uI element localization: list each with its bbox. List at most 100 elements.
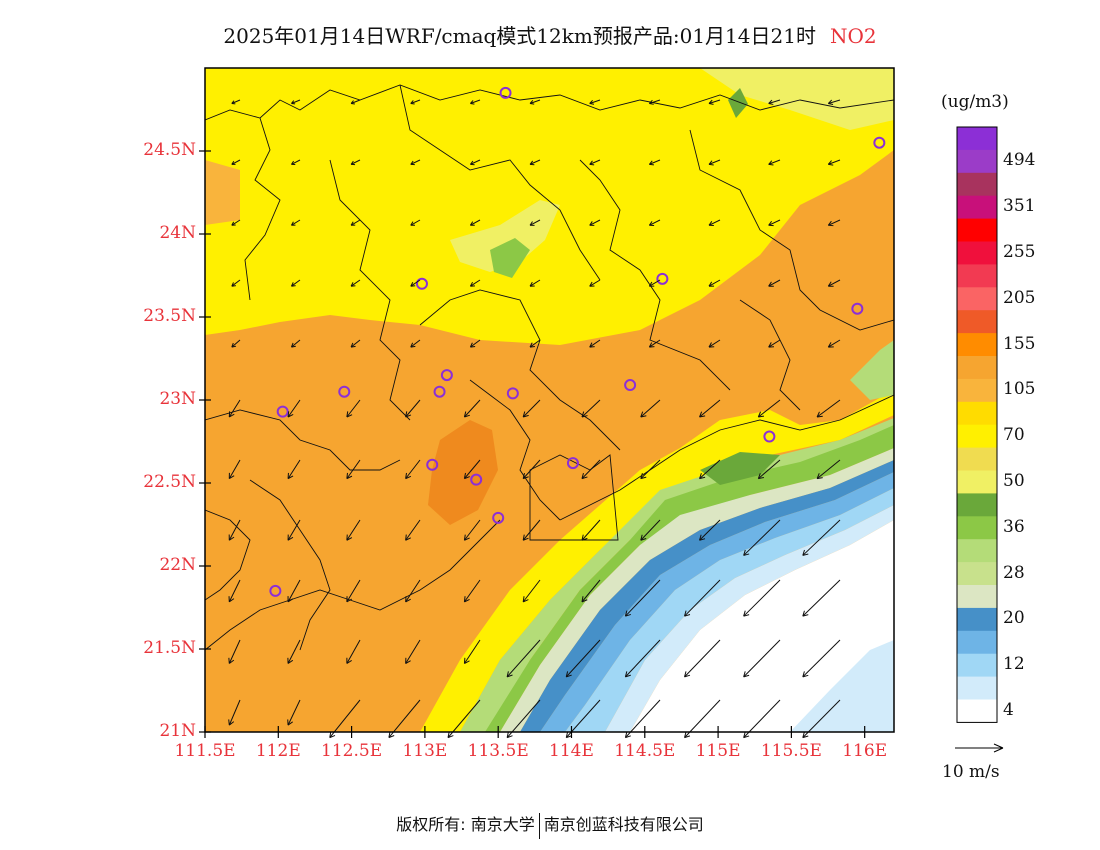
y-tick-label: 21N [159,721,196,741]
legend-swatch [957,447,997,471]
wind-arrow [346,579,361,603]
wind-arrow [346,459,361,480]
legend-swatch [957,401,997,426]
pale-blue-band [605,505,894,732]
wind-arrow [743,519,781,556]
wind-arrow [231,219,241,226]
wind-arrow [410,339,421,348]
wind-arrow [231,99,241,105]
wind-arrow [522,399,541,418]
legend-label: 50 [1003,470,1025,491]
wind-scale-arrow [955,743,1004,753]
x-tick-label: 115.5E [760,741,822,761]
station-marker [492,511,505,524]
wind-arrow [228,639,241,664]
y-tick-label: 22N [159,555,196,575]
legend-swatch [957,424,997,449]
green-patch-center [490,238,530,278]
station-marker [269,584,282,597]
credits-divider [538,812,540,839]
wind-arrow [405,579,421,603]
wind-arrow [640,459,661,480]
mid-blue-band [540,472,894,732]
wind-arrow [684,639,721,678]
wind-arrow [640,519,661,541]
wind-arrow [589,279,601,287]
legend-label: 351 [1003,196,1036,217]
wind-arrow [470,159,481,166]
legend-swatch [957,607,997,632]
legend-label: 255 [1003,241,1036,262]
credits-left: 版权所有: 南京大学 [396,815,535,834]
wind-arrow [648,339,661,348]
wind-arrow [581,459,601,480]
wind-arrow [350,159,361,166]
wind-arrow [290,279,301,287]
legend-swatch [957,630,997,655]
wind-arrow [529,159,541,166]
monitoring-stations [269,86,886,597]
station-marker [566,457,579,470]
wind-arrow [350,279,361,287]
wind-arrow [405,519,421,541]
wind-arrow [529,279,541,287]
wind-arrow [743,639,781,678]
wind-arrow [350,99,361,105]
legend-label: 70 [1003,425,1025,446]
legend-swatch [957,264,997,288]
yellow-zone-coast [420,390,894,732]
wind-arrow [648,159,661,166]
wind-arrow [469,219,481,226]
legend-label: 28 [1003,562,1025,583]
wind-arrow [684,579,721,617]
y-tick-label: 24N [159,223,196,243]
legend-swatch [957,172,997,197]
station-marker [873,136,886,149]
legend-swatch [957,149,997,174]
green-patch-east [850,340,894,400]
station-marker [415,277,428,290]
wind-arrow [463,519,481,541]
wind-arrow [291,219,301,226]
legend-swatch [957,653,997,678]
wind-arrow [768,99,781,105]
legend-label: 12 [1003,654,1025,675]
wind-arrow [589,339,601,348]
legend-swatch [957,493,997,517]
wind-arrow [463,459,481,480]
legend-swatch [957,378,997,403]
wind-arrow [802,519,841,556]
credits-right: 南京创蓝科技有限公司 [543,815,704,834]
wind-arrow [768,279,781,287]
wind-arrow [589,99,601,105]
wind-arrow [529,339,541,348]
wind-arrow [228,459,241,480]
wind-arrow [648,279,661,287]
legend-label: 36 [1003,516,1025,537]
wind-arrow [463,639,481,664]
orange-zone-west [205,160,240,225]
wind-arrow [290,339,301,348]
light-blue-band [565,488,894,732]
station-marker [763,430,776,443]
wind-arrow [287,459,301,480]
station-marker [624,379,637,392]
x-tick-label: 116E [842,741,888,761]
y-tick-label: 24.5N [143,140,196,160]
wind-arrow [699,399,721,418]
wind-arrow [708,339,721,348]
wind-arrow [470,99,481,105]
x-tick-label: 114.5E [614,741,676,761]
x-tick-label: 113E [402,741,448,761]
dark-green-band [700,452,780,485]
wind-arrow [469,339,481,348]
legend-unit: (ug/m3) [941,92,1009,112]
wind-arrow [405,459,421,480]
wind-arrow [589,159,601,166]
legend-swatch [957,676,997,700]
y-tick-label: 23.5N [143,306,196,326]
legend-label: 4 [1003,699,1014,720]
legend-swatch [957,241,997,265]
wind-arrow [827,219,841,227]
